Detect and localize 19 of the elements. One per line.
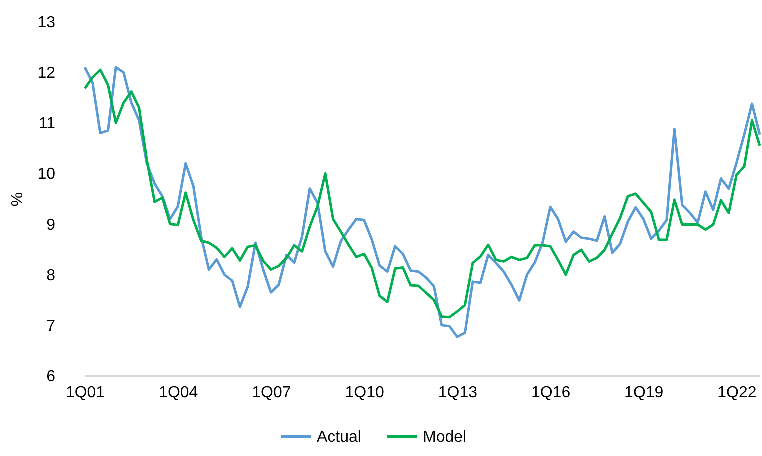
y-tick-label: 7 bbox=[46, 318, 56, 335]
y-tick-label: 12 bbox=[38, 65, 56, 82]
y-tick-label: 6 bbox=[46, 368, 56, 386]
legend-label: Model bbox=[423, 428, 467, 446]
y-tick-label: 11 bbox=[38, 116, 56, 133]
x-tick-label: 1Q19 bbox=[624, 384, 664, 402]
y-tick-label: 9 bbox=[46, 216, 56, 234]
legend-label: Actual bbox=[317, 428, 362, 446]
x-tick-label: 1Q16 bbox=[531, 384, 571, 402]
x-tick-label: 1Q07 bbox=[252, 384, 292, 402]
x-tick-label: 1Q22 bbox=[718, 384, 757, 402]
y-axis-title: % bbox=[10, 192, 27, 207]
x-tick-label: 1Q13 bbox=[438, 384, 478, 402]
y-tick-label: 10 bbox=[38, 166, 56, 184]
y-tick-label: 13 bbox=[38, 14, 56, 32]
x-tick-label: 1Q01 bbox=[66, 384, 106, 402]
x-tick-label: 1Q04 bbox=[159, 384, 198, 402]
y-tick-label: 8 bbox=[46, 267, 56, 284]
x-tick-label: 1Q10 bbox=[345, 384, 384, 402]
